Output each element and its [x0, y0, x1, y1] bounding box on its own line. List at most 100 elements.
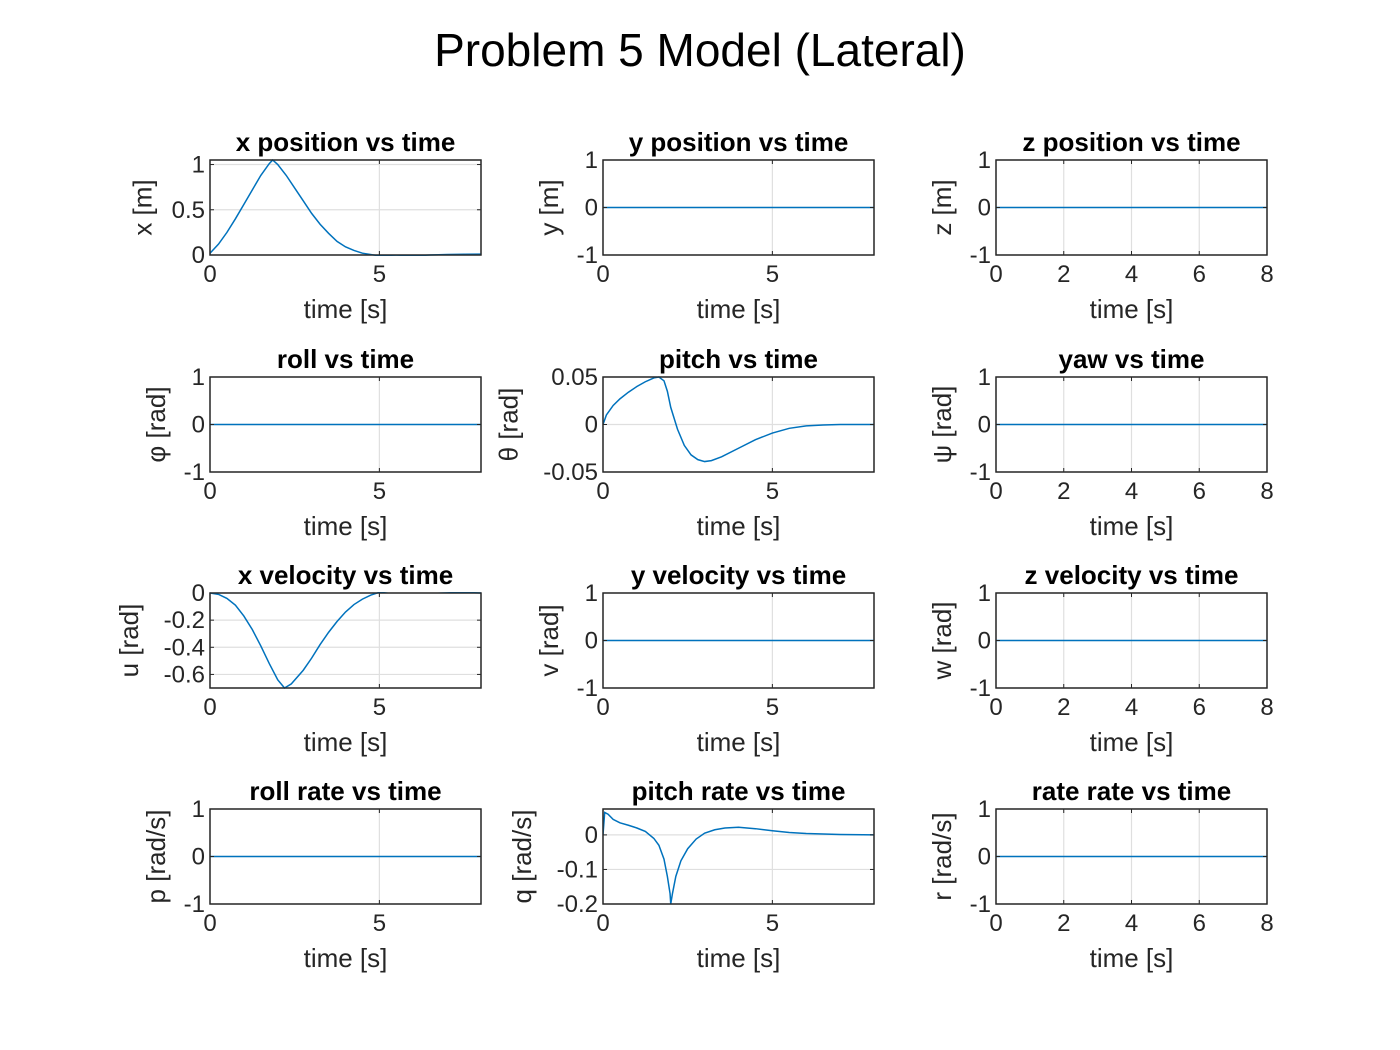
- y-tick-label: 1: [978, 580, 991, 607]
- y-tick-label: -1: [184, 891, 205, 918]
- x-axis-label: time [s]: [304, 943, 388, 973]
- y-tick-label: -1: [970, 891, 991, 918]
- y-tick-label: 0.5: [172, 197, 205, 224]
- x-tick-label: 0: [989, 910, 1002, 937]
- x-axis-label: time [s]: [697, 511, 781, 541]
- y-tick-label: 0: [978, 412, 991, 439]
- y-axis-label: ψ [rad]: [927, 386, 957, 464]
- x-tick-label: 0: [203, 910, 216, 937]
- x-tick-label: 0: [989, 694, 1002, 721]
- x-tick-label: 8: [1260, 478, 1273, 505]
- figure-title: Problem 5 Model (Lateral): [434, 24, 966, 76]
- plot-area: [209, 592, 482, 689]
- y-tick-label: -1: [970, 459, 991, 486]
- subplot-title: pitch rate vs time: [632, 776, 846, 806]
- series-line: [603, 376, 874, 463]
- plot-frame: [209, 159, 482, 256]
- x-axis-label: time [s]: [304, 727, 388, 757]
- y-tick-label: -0.1: [557, 856, 598, 883]
- x-tick-label: 6: [1193, 694, 1206, 721]
- plot-area: [209, 159, 482, 256]
- x-axis-label: time [s]: [1090, 511, 1174, 541]
- subplot-pitch-rate-vs-time: 0 5 -0.2 -0.1 0 pitch rate vs time time [s] q […: [507, 776, 875, 973]
- x-tick-label: 0: [203, 478, 216, 505]
- x-tick-label: 4: [1125, 910, 1138, 937]
- x-tick-label: 0: [203, 261, 216, 288]
- x-tick-label: 0: [596, 478, 609, 505]
- y-axis-label: θ [rad]: [494, 388, 524, 462]
- y-tick-label: 0: [192, 580, 205, 607]
- subplot-title: z velocity vs time: [1025, 560, 1239, 590]
- y-tick-label: -1: [577, 242, 598, 269]
- x-axis-label: time [s]: [697, 727, 781, 757]
- x-tick-label: 5: [373, 478, 386, 505]
- subplot-title: x velocity vs time: [238, 560, 453, 590]
- y-tick-label: 0: [585, 628, 598, 655]
- y-tick-label: 0: [585, 822, 598, 849]
- y-tick-label: -1: [577, 675, 598, 702]
- x-tick-label: 0: [596, 261, 609, 288]
- x-tick-label: 6: [1193, 478, 1206, 505]
- y-tick-label: 0: [192, 844, 205, 871]
- y-tick-label: 1: [192, 364, 205, 391]
- x-axis-label: time [s]: [1090, 294, 1174, 324]
- x-tick-label: 0: [989, 261, 1002, 288]
- y-tick-label: 1: [978, 364, 991, 391]
- x-tick-label: 6: [1193, 261, 1206, 288]
- x-tick-label: 5: [373, 910, 386, 937]
- y-axis-label: v [rad]: [534, 604, 564, 676]
- y-axis-label: z [m]: [927, 179, 957, 235]
- x-tick-label: 5: [766, 261, 779, 288]
- x-tick-label: 0: [596, 910, 609, 937]
- subplot-title: pitch vs time: [659, 344, 818, 374]
- y-tick-label: 0: [192, 242, 205, 269]
- subplot-title: roll vs time: [277, 344, 414, 374]
- y-tick-label: 1: [192, 796, 205, 823]
- x-tick-label: 5: [766, 910, 779, 937]
- subplot-title: y position vs time: [629, 127, 849, 157]
- y-tick-label: -0.2: [164, 607, 205, 634]
- x-tick-label: 2: [1057, 261, 1070, 288]
- x-tick-label: 5: [373, 694, 386, 721]
- x-tick-label: 5: [766, 694, 779, 721]
- series-line: [210, 159, 481, 256]
- y-tick-label: -0.4: [164, 634, 205, 661]
- x-axis-label: time [s]: [304, 511, 388, 541]
- x-axis-label: time [s]: [304, 294, 388, 324]
- y-axis-label: w [rad]: [927, 601, 957, 680]
- y-axis-label: φ [rad]: [141, 386, 171, 462]
- y-tick-label: -1: [970, 242, 991, 269]
- x-tick-label: 0: [989, 478, 1002, 505]
- y-axis-label: u [rad]: [114, 604, 144, 678]
- y-axis-label: p [rad/s]: [141, 810, 171, 904]
- y-axis-label: q [rad/s]: [507, 810, 537, 904]
- y-tick-label: 1: [585, 580, 598, 607]
- y-tick-label: 0: [585, 412, 598, 439]
- x-tick-label: 8: [1260, 694, 1273, 721]
- series-line: [603, 811, 874, 905]
- x-tick-label: 2: [1057, 910, 1070, 937]
- x-tick-label: 5: [766, 478, 779, 505]
- x-tick-label: 0: [596, 694, 609, 721]
- y-tick-label: -1: [970, 675, 991, 702]
- subplot-title: y velocity vs time: [631, 560, 846, 590]
- y-tick-label: 1: [585, 147, 598, 174]
- x-tick-label: 4: [1125, 694, 1138, 721]
- y-tick-label: -0.2: [557, 891, 598, 918]
- y-tick-label: 0: [585, 195, 598, 222]
- y-tick-label: -1: [184, 459, 205, 486]
- y-axis-label: y [m]: [534, 179, 564, 235]
- y-tick-label: 1: [978, 147, 991, 174]
- x-tick-label: 5: [373, 261, 386, 288]
- x-tick-label: 4: [1125, 478, 1138, 505]
- y-axis-label: x [m]: [128, 179, 158, 235]
- x-tick-label: 2: [1057, 694, 1070, 721]
